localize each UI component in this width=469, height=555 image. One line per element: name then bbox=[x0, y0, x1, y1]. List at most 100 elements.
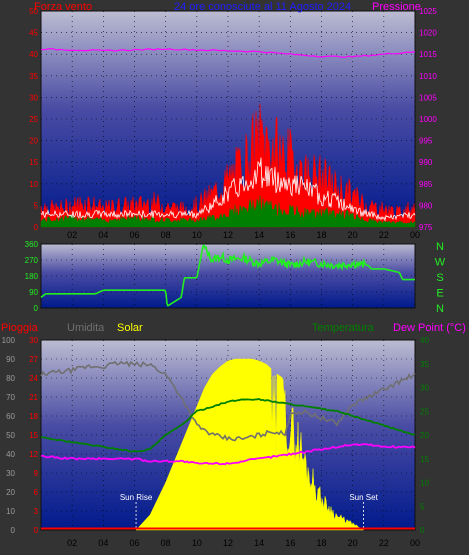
rain-tick-label: 9 bbox=[34, 469, 39, 478]
wind-axis-label: Forza vento bbox=[34, 1, 92, 13]
humidity-tick-label: 20 bbox=[6, 488, 15, 497]
wind-tick-label: 10 bbox=[29, 180, 38, 189]
x-tick-label: 20 bbox=[348, 230, 358, 240]
wind-gust-line bbox=[40, 157, 416, 222]
x-tick-label: 16 bbox=[285, 538, 295, 548]
wind-tick-label: 40 bbox=[29, 50, 38, 59]
humidity-line bbox=[40, 360, 416, 442]
x-tick-label: 12 bbox=[223, 538, 233, 548]
rain-tick-label: 24 bbox=[29, 374, 38, 383]
x-tick-label: 16 bbox=[285, 230, 295, 240]
humidity-tick-label: 70 bbox=[6, 393, 15, 402]
chart-title: 24 ore conosciute al 11 Agosto 2024 bbox=[174, 1, 351, 13]
sun-rise-label: Sun Rise bbox=[120, 493, 153, 502]
wind-tick-label: 25 bbox=[29, 115, 38, 124]
legend-dewpoint: Dew Point (°C) bbox=[393, 322, 466, 334]
rain-tick-label: 15 bbox=[29, 431, 38, 440]
x-tick-label: 14 bbox=[254, 538, 264, 548]
legend-solar: Solar bbox=[117, 322, 143, 334]
compass-label: N bbox=[436, 241, 444, 253]
x-tick-label: 08 bbox=[161, 538, 171, 548]
pressure-tick-label: 985 bbox=[419, 180, 433, 189]
pressure-tick-label: 1020 bbox=[419, 29, 437, 38]
temperature-tick-label: 10 bbox=[420, 479, 429, 488]
direction-tick-label: 360 bbox=[25, 240, 39, 249]
pressure-tick-label: 1015 bbox=[419, 50, 437, 59]
temperature-tick-label: 20 bbox=[420, 431, 429, 440]
temperature-tick-label: 40 bbox=[420, 336, 429, 345]
temperature-tick-label: 0 bbox=[420, 526, 425, 535]
wind-tick-label: 15 bbox=[29, 158, 38, 167]
wind-average-area bbox=[40, 195, 416, 228]
temperature-tick-label: 5 bbox=[420, 502, 425, 511]
x-tick-label: 02 bbox=[67, 230, 77, 240]
x-tick-label: 02 bbox=[67, 538, 77, 548]
temperature-tick-label: 15 bbox=[420, 455, 429, 464]
direction-tick-label: 180 bbox=[25, 272, 39, 281]
legend-temperature: Temperatura bbox=[312, 322, 375, 334]
compass-label: N bbox=[436, 303, 444, 315]
wind-direction-line bbox=[40, 244, 415, 307]
humidity-tick-label: 50 bbox=[6, 431, 15, 440]
x-tick-label: 06 bbox=[129, 538, 139, 548]
temperature-tick-label: 30 bbox=[420, 384, 429, 393]
humidity-tick-label: 90 bbox=[6, 355, 15, 364]
x-tick-label: 22 bbox=[379, 230, 389, 240]
x-tick-label: 18 bbox=[316, 538, 326, 548]
sun-set-label: Sun Set bbox=[349, 493, 378, 502]
x-tick-label: 08 bbox=[161, 230, 171, 240]
pressure-tick-label: 980 bbox=[419, 201, 433, 210]
wind-tick-label: 30 bbox=[29, 93, 38, 102]
weather-chart: 0102030405060708090100036912151821242730… bbox=[2, 336, 430, 548]
compass-label: E bbox=[436, 288, 443, 300]
compass-label: S bbox=[436, 272, 443, 284]
direction-tick-label: 90 bbox=[29, 288, 38, 297]
temperature-line bbox=[40, 398, 416, 453]
wind-tick-label: 50 bbox=[29, 7, 38, 16]
wind-speed-area bbox=[40, 103, 416, 228]
legend-humidity: Umidita bbox=[67, 322, 105, 334]
direction-tick-label: 270 bbox=[25, 256, 39, 265]
pressure-tick-label: 1025 bbox=[419, 7, 437, 16]
rain-tick-label: 6 bbox=[34, 488, 39, 497]
x-tick-label: 10 bbox=[192, 538, 202, 548]
pressure-tick-label: 1010 bbox=[419, 72, 437, 81]
humidity-tick-label: 10 bbox=[6, 507, 15, 516]
x-tick-label: 12 bbox=[223, 230, 233, 240]
pressure-tick-label: 1005 bbox=[419, 93, 437, 102]
humidity-tick-label: 80 bbox=[6, 374, 15, 383]
temperature-tick-label: 25 bbox=[420, 407, 429, 416]
wind-tick-label: 0 bbox=[34, 223, 39, 232]
wind-tick-label: 20 bbox=[29, 137, 38, 146]
wind-tick-label: 5 bbox=[34, 201, 39, 210]
x-tick-label: 22 bbox=[379, 538, 389, 548]
x-tick-label: 00 bbox=[410, 538, 420, 548]
wind-tick-label: 45 bbox=[29, 29, 38, 38]
direction-plot-area bbox=[40, 243, 416, 309]
rain-tick-label: 12 bbox=[29, 450, 38, 459]
x-tick-label: 10 bbox=[192, 230, 202, 240]
pressure-line bbox=[40, 48, 416, 58]
legend-rain: Pioggia bbox=[1, 322, 39, 334]
rain-tick-label: 27 bbox=[29, 355, 38, 364]
humidity-tick-label: 40 bbox=[6, 450, 15, 459]
x-tick-label: 20 bbox=[348, 538, 358, 548]
humidity-tick-label: 30 bbox=[6, 469, 15, 478]
x-tick-label: 04 bbox=[98, 230, 108, 240]
rain-tick-label: 0 bbox=[34, 526, 39, 535]
humidity-tick-label: 60 bbox=[6, 412, 15, 421]
wind-pressure-chart: 0510152025303540455097598098599099510001… bbox=[29, 7, 437, 240]
humidity-tick-label: 100 bbox=[2, 336, 16, 345]
rain-tick-label: 18 bbox=[29, 412, 38, 421]
temperature-tick-label: 35 bbox=[420, 360, 429, 369]
pressure-tick-label: 995 bbox=[419, 137, 433, 146]
compass-label: W bbox=[435, 257, 446, 269]
x-tick-label: 04 bbox=[98, 538, 108, 548]
dewpoint-line bbox=[40, 443, 416, 466]
rain-tick-label: 30 bbox=[29, 336, 38, 345]
x-tick-label: 00 bbox=[410, 230, 420, 240]
x-tick-label: 06 bbox=[129, 230, 139, 240]
pressure-tick-label: 990 bbox=[419, 158, 433, 167]
